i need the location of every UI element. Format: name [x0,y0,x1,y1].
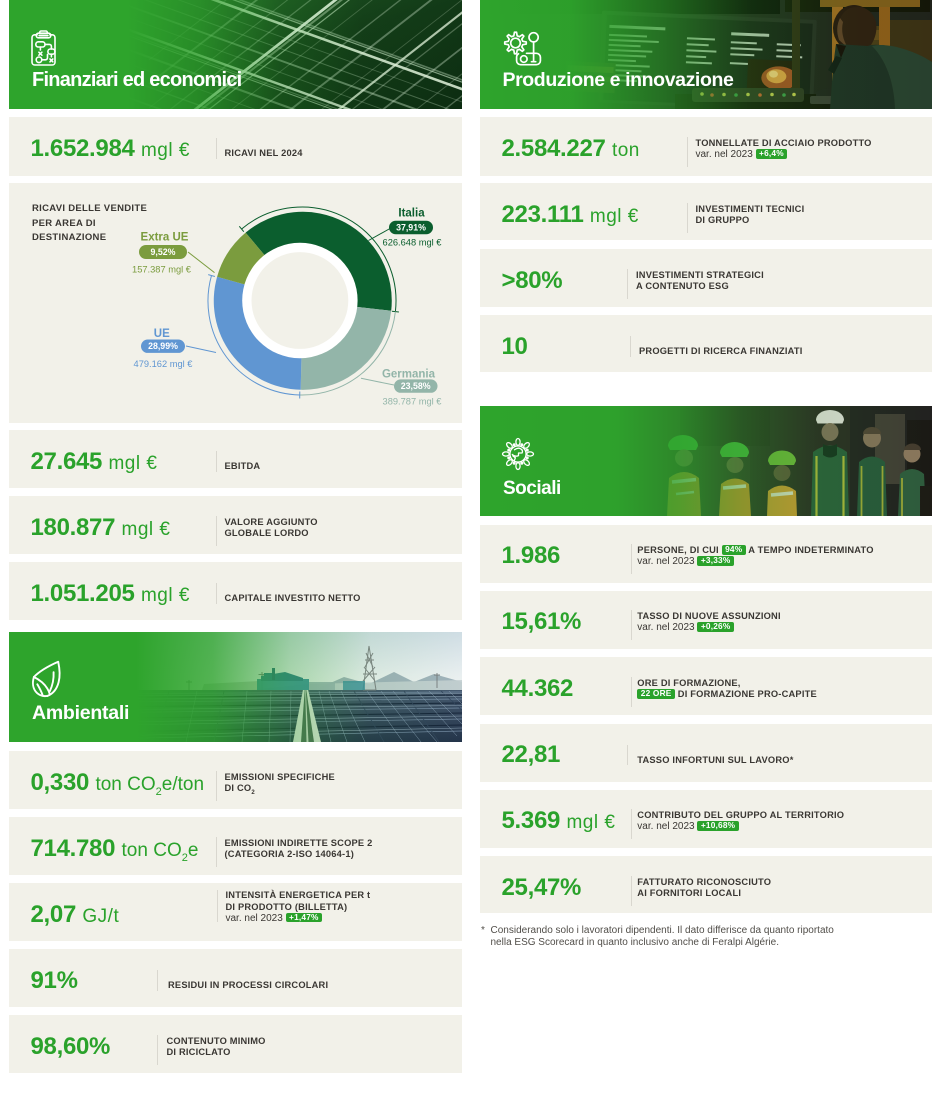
svg-text:9,52%: 9,52% [151,247,176,257]
svg-text:479.162 mgl €: 479.162 mgl € [134,359,194,369]
svg-text:626.648 mgl €: 626.648 mgl € [383,238,443,248]
svg-text:28,99%: 28,99% [148,341,178,351]
svg-text:UE: UE [154,328,170,340]
svg-text:389.787 mgl €: 389.787 mgl € [383,396,443,406]
svg-text:157.387 mgl €: 157.387 mgl € [132,265,192,275]
svg-text:Italia: Italia [398,208,425,220]
svg-text:Extra UE: Extra UE [141,232,189,244]
svg-text:Germania: Germania [382,368,436,380]
svg-text:37,91%: 37,91% [396,223,426,233]
svg-text:23,58%: 23,58% [401,381,431,391]
